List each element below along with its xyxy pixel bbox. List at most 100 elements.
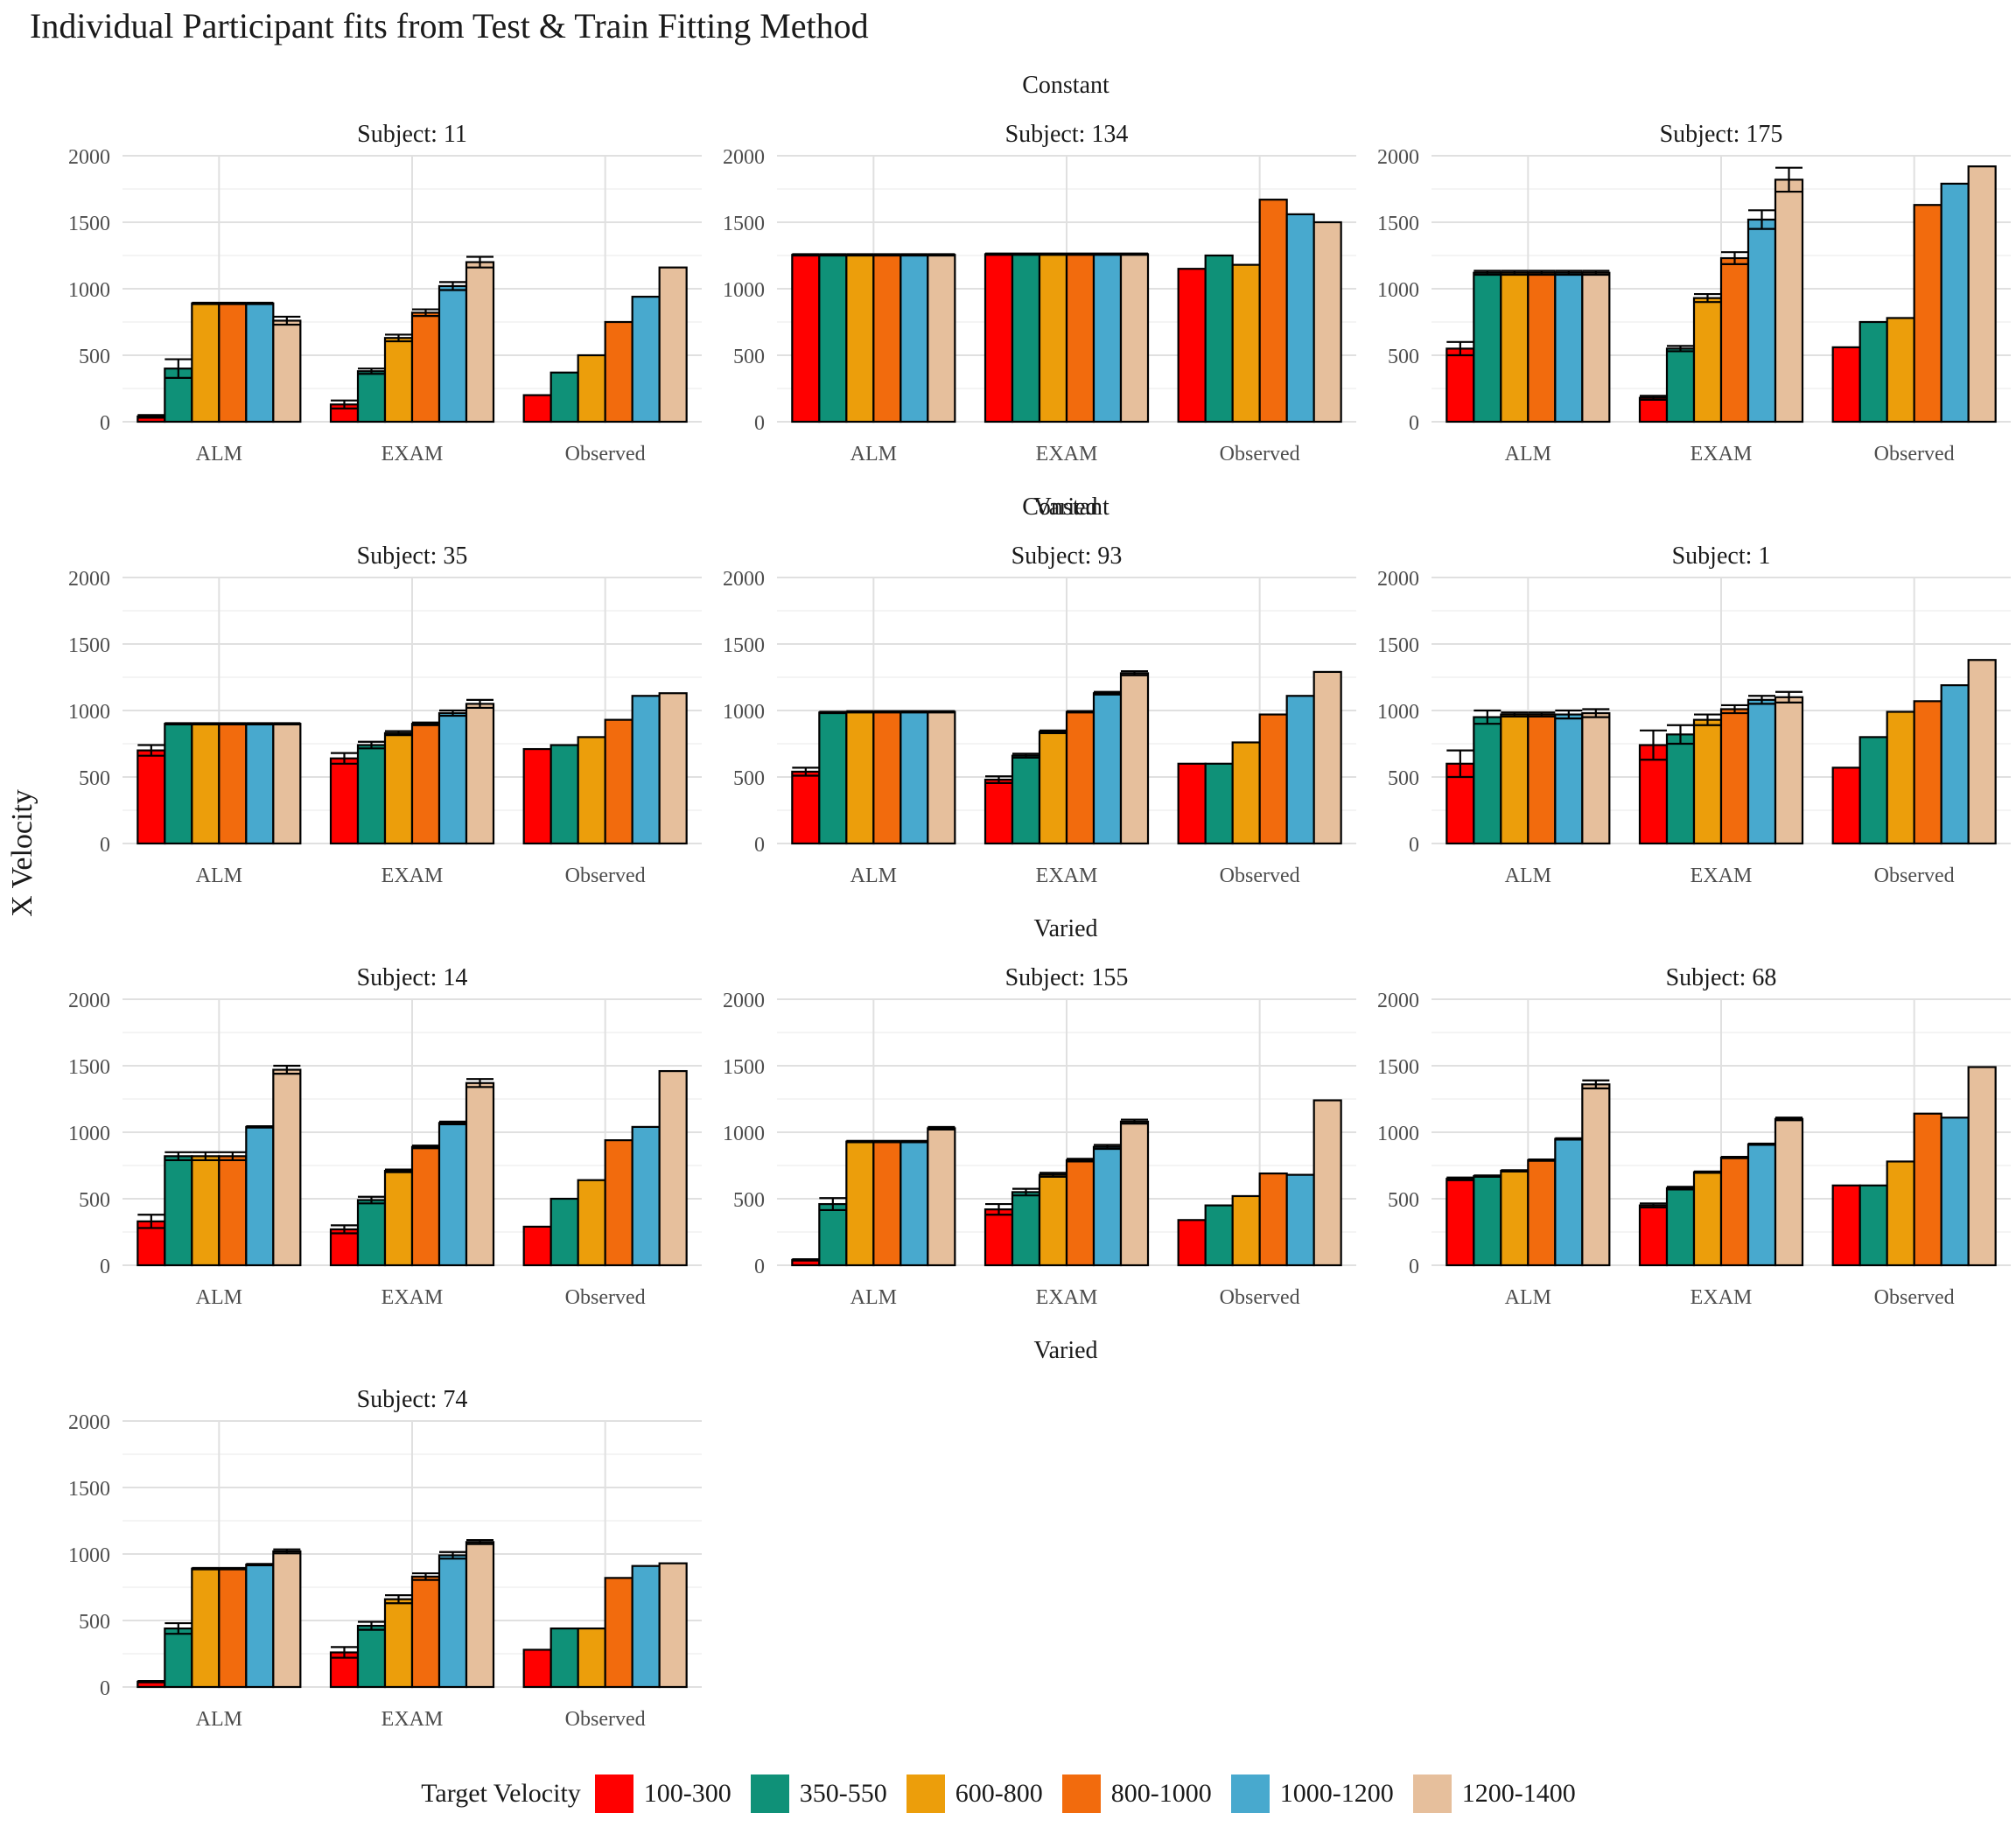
bar [1746,1143,1777,1267]
bar [1258,713,1288,845]
bar [1177,1219,1207,1267]
legend-item: 800-1000 [1061,1774,1212,1813]
x-tick-label: Observed [565,1708,646,1731]
panel-title: Subject: 74 [357,1386,468,1413]
x-tick-label: ALM [196,864,242,887]
bar [1719,1156,1750,1267]
legend-items: 100-300 350-550 600-800 800-1000 1000-1200 12… [594,1774,1595,1813]
bar [1831,1184,1861,1267]
bar [658,1069,688,1267]
bar [1500,1169,1530,1267]
bar [1092,1145,1123,1267]
bar [329,1228,360,1267]
y-tick-label: 500 [79,346,110,368]
bar [900,254,929,424]
bar [577,736,606,845]
x-tick-label: Observed [1874,1286,1955,1309]
bar [1719,256,1750,424]
bar [272,1068,302,1267]
group-strip-label: Constant [1022,494,1110,521]
bar [1554,271,1584,424]
y-tick-label: 500 [733,1189,765,1212]
bar [1285,1173,1315,1267]
bar [1204,254,1234,424]
x-tick-label: EXAM [1036,864,1098,887]
bar [658,692,688,845]
panel-title: Subject: 11 [357,121,467,148]
x-tick-label: ALM [850,1286,897,1309]
bar [984,1208,1014,1267]
bar [1204,762,1234,845]
panel-title: Subject: 134 [1005,121,1129,148]
bar [1011,253,1041,424]
bar [658,1562,688,1689]
bar [438,711,468,845]
bar [900,1140,929,1267]
bar [1665,1186,1696,1267]
bar [1746,698,1777,845]
y-tick-label: 500 [79,1611,110,1634]
bar [356,1624,387,1689]
bar [1011,754,1041,845]
y-tick-label: 2000 [723,990,765,1012]
bar [410,723,441,845]
bar [218,1567,248,1689]
bar [383,1169,414,1267]
bar [872,254,902,424]
x-tick-label: ALM [1505,1286,1551,1309]
x-tick-label: EXAM [1690,1286,1753,1309]
bar [410,1145,441,1267]
bar [1258,1172,1288,1267]
legend-item: 1200-1400 [1412,1774,1576,1813]
bar [1038,253,1068,424]
y-tick-label: 1000 [68,1544,110,1567]
bar [1774,178,1804,424]
y-tick-label: 2000 [723,568,765,591]
legend-swatch [1230,1774,1270,1813]
bar [1312,670,1342,845]
bar [218,302,248,424]
bar [604,718,634,845]
bar [164,1628,193,1689]
bar [1119,253,1150,424]
y-tick-label: 1500 [68,1056,110,1079]
bar [577,1179,606,1267]
bar [1038,1173,1068,1267]
y-tick-label: 2000 [68,990,110,1012]
legend-label: 350-550 [799,1779,887,1808]
bar [1581,711,1611,845]
y-tick-label: 1500 [723,634,765,657]
bar [383,337,414,424]
bar [164,1155,193,1267]
bar [1913,700,1942,845]
y-tick-label: 1000 [68,1123,110,1145]
y-tick-label: 1500 [68,213,110,235]
bar [984,253,1014,424]
bar [1119,1120,1150,1267]
x-tick-label: ALM [196,443,242,466]
bar [383,732,414,845]
y-tick-label: 1000 [723,279,765,302]
bar [191,1155,220,1267]
bar [1940,182,1970,424]
y-tick-label: 2000 [68,146,110,169]
bar [791,770,821,845]
legend-title: Target Velocity [421,1779,581,1808]
bar [1692,718,1723,845]
legend-label: 1200-1400 [1461,1779,1576,1808]
bar [438,284,468,424]
bar [927,1127,956,1267]
bar [872,1140,902,1267]
y-tick-label: 500 [733,767,765,790]
bar [1527,1158,1557,1267]
y-tick-label: 0 [754,1256,765,1278]
x-tick-label: Observed [1220,1286,1300,1309]
x-tick-label: EXAM [1690,443,1753,466]
y-tick-label: 0 [100,412,110,435]
y-tick-label: 0 [1409,1256,1419,1278]
bar [1285,695,1315,845]
bar [1258,199,1288,424]
bar [356,370,387,424]
legend-label: 800-1000 [1110,1779,1212,1808]
group-strip-label: Varied [1033,1337,1097,1364]
